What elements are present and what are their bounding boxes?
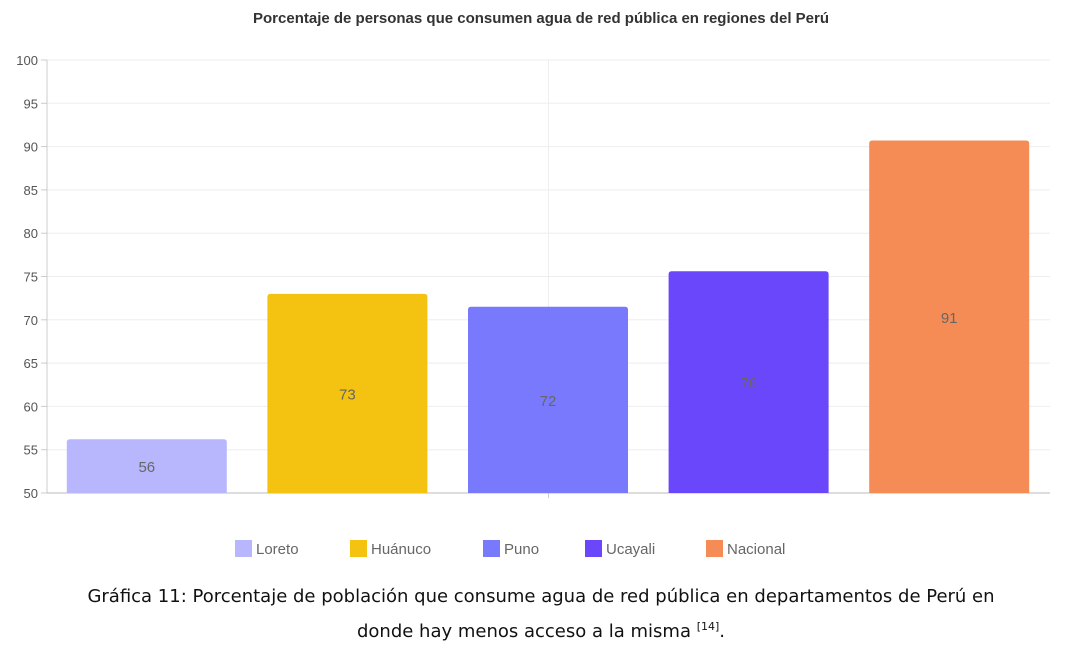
legend-label: Nacional (727, 541, 785, 558)
legend-swatch-puno (483, 540, 500, 557)
legend-swatch-nacional (706, 540, 723, 557)
caption-line-1: Gráfica 11: Porcentaje de población que … (87, 586, 995, 607)
legend-label: Puno (504, 541, 539, 558)
y-tick-label: 55 (24, 443, 38, 458)
legend-label: Huánuco (371, 541, 431, 558)
chart-title: Porcentaje de personas que consumen agua… (253, 10, 829, 27)
caption-reference: [14] (696, 620, 720, 633)
bar-value-label: 56 (138, 459, 155, 476)
bar-loreto (66, 439, 227, 493)
bar-value-label: 72 (540, 393, 557, 410)
legend-label: Ucayali (606, 541, 655, 558)
caption-end: . (719, 621, 726, 642)
bar-huánuco (267, 293, 428, 493)
y-tick-label: 90 (24, 140, 38, 155)
y-tick-label: 50 (24, 486, 38, 501)
y-tick-label: 60 (24, 399, 38, 414)
bar-value-label: 91 (941, 310, 958, 327)
y-tick-label: 75 (24, 270, 38, 285)
legend-label: Loreto (256, 541, 299, 558)
y-tick-label: 85 (24, 183, 38, 198)
bar-value-label: 73 (339, 386, 356, 403)
legend-swatch-loreto (235, 540, 252, 557)
y-tick-label: 65 (24, 356, 38, 371)
caption-line-2: donde hay menos acceso a la misma [14]. (0, 612, 1082, 647)
y-tick-label: 80 (24, 226, 38, 241)
bar-puno (468, 306, 628, 493)
figure-caption: Gráfica 11: Porcentaje de población que … (0, 582, 1082, 647)
y-tick-label: 70 (24, 313, 38, 328)
y-tick-label: 100 (16, 53, 38, 68)
bar-nacional (869, 140, 1030, 493)
caption-line-2-text: donde hay menos acceso a la misma (356, 621, 697, 642)
bar-value-label: 76 (740, 375, 757, 392)
legend-swatch-huánuco (350, 540, 367, 557)
bar-chart: 50 55 60 65 70 75 80 85 90 95 100 56 73 72 76 91 Loreto H… (16, 53, 1050, 558)
y-tick-label: 95 (24, 96, 38, 111)
bar-ucayali (668, 271, 829, 493)
legend-swatch-ucayali (585, 540, 602, 557)
